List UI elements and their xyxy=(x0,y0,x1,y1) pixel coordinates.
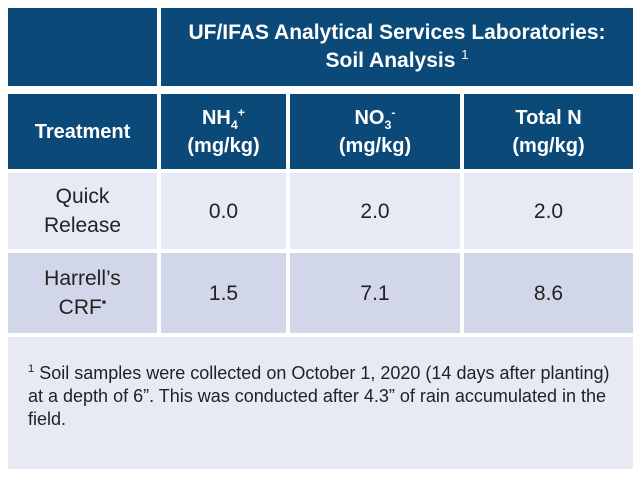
column-header-total-n: Total N (mg/kg) xyxy=(464,94,633,169)
column-header-no3-label: NO3- xyxy=(354,104,396,132)
column-header-no3: NO3- (mg/kg) xyxy=(290,94,460,169)
table-title-line2: Soil Analysis 1 xyxy=(325,47,468,75)
table-cell-quick-release-no3: 2.0 xyxy=(290,173,460,249)
table-footnote: 1 Soil samples were collected on October… xyxy=(8,337,633,469)
table-row-quick-release-treatment: Quick Release xyxy=(8,173,157,249)
title-footnote-ref: 1 xyxy=(461,47,469,62)
header-corner-cell xyxy=(8,8,157,86)
treatment-name-line2: Release xyxy=(43,214,122,237)
column-header-treatment-label: Treatment xyxy=(34,120,131,143)
table-cell-quick-release-total-n: 2.0 xyxy=(464,173,633,249)
table-cell-quick-release-nh4: 0.0 xyxy=(161,173,286,249)
treatment-name-line2: CRF▪ xyxy=(58,295,107,319)
column-header-nh4-unit: (mg/kg) xyxy=(187,134,260,157)
table-cell-harrells-crf-no3: 7.1 xyxy=(290,253,460,333)
column-header-no3-unit: (mg/kg) xyxy=(338,134,412,157)
footnote-text: Soil samples were collected on October 1… xyxy=(28,363,610,429)
table-cell-harrells-crf-total-n: 8.6 xyxy=(464,253,633,333)
column-header-nh4-label: NH4+ xyxy=(201,104,246,132)
column-header-total-n-unit: (mg/kg) xyxy=(512,134,585,157)
table-row-harrells-crf-treatment: Harrell’s CRF▪ xyxy=(8,253,157,333)
column-header-nh4: NH4+ (mg/kg) xyxy=(161,94,286,169)
table-title-text: Soil Analysis xyxy=(325,49,456,72)
column-header-treatment: Treatment xyxy=(8,94,157,169)
column-header-total-n-label: Total N xyxy=(515,106,582,129)
footnote-ref: 1 xyxy=(28,363,35,375)
table-title-line1: UF/IFAS Analytical Services Laboratories… xyxy=(188,21,606,44)
table-title: UF/IFAS Analytical Services Laboratories… xyxy=(161,8,633,86)
treatment-marker: ▪ xyxy=(101,295,107,309)
table-cell-harrells-crf-nh4: 1.5 xyxy=(161,253,286,333)
treatment-name-line1: Quick xyxy=(55,185,110,208)
treatment-name-line1: Harrell’s xyxy=(44,267,121,290)
